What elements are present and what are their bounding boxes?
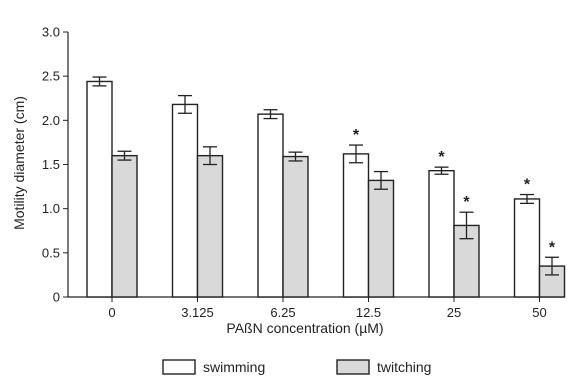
swimming-legend-label: swimming xyxy=(203,359,265,375)
swimming-legend-swatch xyxy=(162,359,196,375)
x-tick-label: 12.5 xyxy=(356,305,381,320)
swimming-bar xyxy=(513,198,541,298)
swimming-significance-marker: * xyxy=(524,177,531,194)
twitching-significance-marker: * xyxy=(549,239,556,256)
x-tick-label: 3.125 xyxy=(181,305,214,320)
swimming-bar xyxy=(257,113,284,298)
y-tick-label: 1.0 xyxy=(42,201,60,216)
twitching-bar xyxy=(282,155,309,298)
y-axis-title: Motility diameter (cm) xyxy=(11,96,27,230)
swimming-significance-marker: * xyxy=(353,127,360,144)
twitching-legend-swatch xyxy=(336,359,370,375)
legend: swimming twitching xyxy=(162,359,431,375)
y-tick-label: 2.5 xyxy=(42,69,60,84)
y-tick-label: 0.5 xyxy=(42,245,60,260)
twitching-bar xyxy=(196,154,224,298)
x-tick-label: 25 xyxy=(447,305,461,320)
x-tick-label: 0 xyxy=(108,305,115,320)
swimming-significance-marker: * xyxy=(438,149,445,166)
swimming-bar xyxy=(428,169,455,298)
twitching-significance-marker: * xyxy=(463,194,470,211)
twitching-legend-label: twitching xyxy=(377,359,431,375)
twitching-bar xyxy=(367,179,395,298)
swimming-bar xyxy=(342,153,370,298)
y-tick-label: 1.5 xyxy=(42,157,60,172)
x-axis-title: PAßN concentration (µM) xyxy=(226,320,383,336)
swimming-bar xyxy=(86,80,113,298)
x-tick-label: 6.25 xyxy=(270,305,295,320)
y-tick-label: 3.0 xyxy=(42,25,60,40)
y-tick-label: 0 xyxy=(53,290,60,305)
y-tick-label: 2.0 xyxy=(42,113,60,128)
twitching-bar xyxy=(111,154,138,298)
plot-area: 0 0.5 1.0 1.5 2.0 2.5 3.0 0 3.125 6.25 * 12.5 * * 25 * *… xyxy=(42,25,566,320)
x-tick-label: 50 xyxy=(532,305,546,320)
swimming-bar xyxy=(171,103,199,298)
